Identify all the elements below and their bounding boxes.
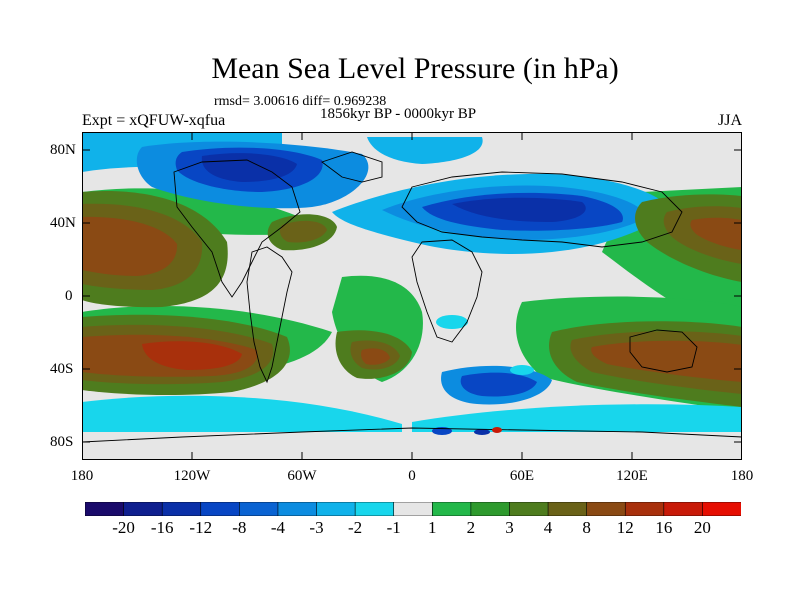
xtick-60W: 60W [287, 468, 317, 484]
colorbar-label: 2 [466, 518, 476, 537]
south-america-coast [246, 246, 293, 384]
ytick-40N: 40N [50, 215, 76, 231]
colorbar-swatch [123, 502, 163, 516]
colorbar-swatch [85, 502, 125, 516]
colorbar-label: -1 [386, 518, 401, 537]
antarctic-neutral [82, 432, 742, 460]
colorbar-swatch [161, 502, 202, 516]
colorbar-label: -12 [189, 518, 213, 537]
colorbar-swatch [470, 502, 511, 516]
colorbar-swatch [239, 502, 279, 516]
southern-ocean-low-inner [460, 372, 537, 397]
eurasia-coast [401, 171, 683, 248]
map-plot-area [82, 132, 742, 460]
colorbar-label: -16 [150, 518, 174, 537]
xtick-180-east: 180 [730, 468, 754, 484]
colorbar-label: -2 [348, 518, 363, 537]
colorbar-label: 4 [543, 518, 553, 537]
south-pacific-high-core [142, 341, 242, 370]
eurasian-low-core [452, 197, 586, 222]
west-pacific-high-inner [690, 217, 742, 250]
colorbar-swatch [316, 502, 356, 516]
australia-coast [629, 329, 698, 373]
rmsd-diff-stats: rmsd= 3.00616 diff= 0.969238 [214, 94, 387, 109]
ytick-40S: 40S [50, 361, 74, 377]
colorbar-label: -20 [112, 518, 135, 537]
xtick-120E: 120E [616, 468, 648, 484]
coastlines [82, 151, 742, 443]
colorbar-swatch [277, 502, 318, 516]
colorbar-label: 20 [693, 518, 711, 537]
south-africa-cyan-spot [510, 365, 534, 375]
colorbar-label: 8 [582, 518, 591, 537]
colorbar-swatch [547, 502, 588, 516]
colorbar-label: 16 [655, 518, 673, 537]
ytick-0: 0 [65, 288, 73, 304]
colorbar-swatch [509, 502, 549, 516]
colorbar-swatch [393, 502, 434, 516]
greenland-coast [321, 151, 383, 183]
north-atlantic-high-inner [280, 220, 327, 243]
colorbar-label: 3 [505, 518, 514, 537]
ytick-80S: 80S [50, 434, 74, 450]
arctic-low-inner [201, 153, 297, 182]
colorbar-swatch [702, 502, 741, 516]
colorbar-swatch [431, 502, 472, 516]
colorbar [85, 502, 741, 516]
plot-title: Mean Sea Level Pressure (in hPa) [211, 52, 619, 85]
north-america-coast [173, 159, 301, 298]
xtick-180-west: 180 [70, 468, 94, 484]
antarctica-coast [82, 427, 742, 443]
xtick-0: 0 [408, 468, 416, 484]
colorbar-swatch [200, 502, 241, 516]
colorbar-label: -8 [232, 518, 247, 537]
north-atlantic-low [367, 137, 483, 164]
indian-ocean-cyan-spot [436, 315, 468, 329]
south-atlantic-high-core [361, 348, 390, 365]
period-label: 1856kyr BP - 0000kyr BP [320, 106, 477, 122]
africa-coast [411, 239, 483, 343]
colorbar-label: 1 [428, 518, 437, 537]
xtick-60E: 60E [509, 468, 535, 484]
axis-ticks [82, 132, 742, 460]
colorbar-swatch [354, 502, 395, 516]
colorbar-swatch [663, 502, 704, 516]
southern-ocean-cyan-band-west [82, 395, 402, 432]
colorbar-label: -3 [309, 518, 324, 537]
south-indian-high-inner [591, 340, 742, 382]
season-label: JJA [717, 112, 742, 129]
xtick-120W: 120W [173, 468, 211, 484]
north-pacific-high-inner [82, 216, 178, 276]
colorbar-swatch [624, 502, 665, 516]
antarctic-deep-blue-spot [474, 429, 490, 435]
colorbar-swatch [586, 502, 627, 516]
experiment-label: Expt = xQFUW-xqfua [82, 112, 226, 129]
colorbar-label: 12 [616, 518, 634, 537]
colorbar-label: -4 [270, 518, 286, 537]
ytick-80N: 80N [50, 142, 76, 158]
antarctic-red-spot [492, 427, 502, 433]
